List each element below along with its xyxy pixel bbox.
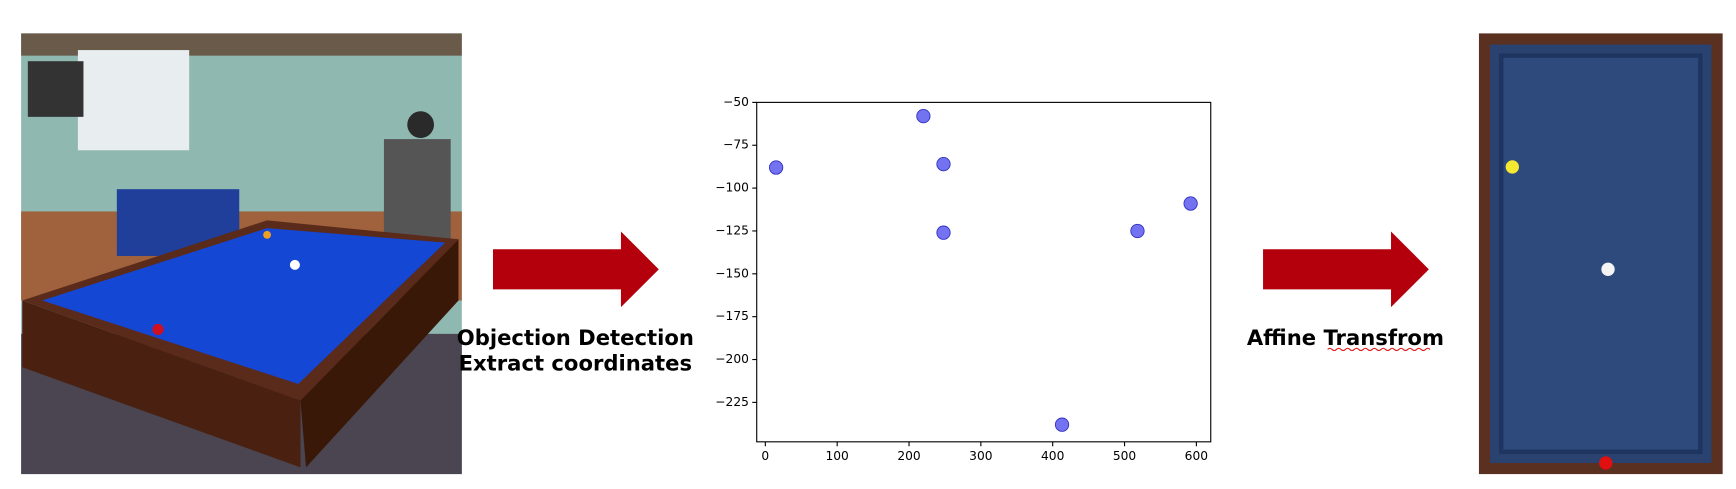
point: [936, 225, 951, 240]
y-tick-label: −50: [723, 95, 749, 109]
x-tick-label: 300: [969, 449, 992, 463]
y-tick-label: −125: [715, 223, 749, 237]
arrow: [492, 231, 659, 308]
x-tick-label: 200: [897, 449, 920, 463]
y-tick-label: −75: [723, 138, 749, 152]
plot-frame: [756, 101, 1212, 443]
point: [1130, 223, 1145, 239]
y-tick-label: −150: [715, 266, 749, 280]
spell-underline: [1327, 347, 1431, 352]
point: [1054, 417, 1070, 432]
arrow: [1263, 231, 1429, 308]
step-label: Extract coordinates: [459, 351, 692, 376]
scatter-chart: −50 −75 −100 −125 −150 −175 −200 −225 0 100 200 300…: [715, 95, 1212, 463]
point: [936, 156, 951, 172]
y-tick-label: −225: [715, 395, 749, 409]
point: [916, 108, 931, 124]
step-label: Affine Transfrom: [1247, 325, 1444, 350]
y-tick-label: −100: [715, 181, 749, 195]
y-tick-label: −200: [715, 352, 749, 366]
x-tick-label: 400: [1041, 449, 1064, 463]
table-diagram: [1478, 33, 1723, 475]
step-label: Objection Detection: [457, 325, 694, 350]
x-tick-label: 0: [761, 449, 769, 463]
point: [1183, 196, 1198, 211]
point: [768, 160, 784, 175]
photo: [21, 33, 462, 475]
x-tick-label: 500: [1113, 449, 1136, 463]
y-tick-label: −175: [715, 309, 749, 323]
x-tick-label: 100: [825, 449, 848, 463]
x-tick-label: 600: [1185, 449, 1208, 463]
